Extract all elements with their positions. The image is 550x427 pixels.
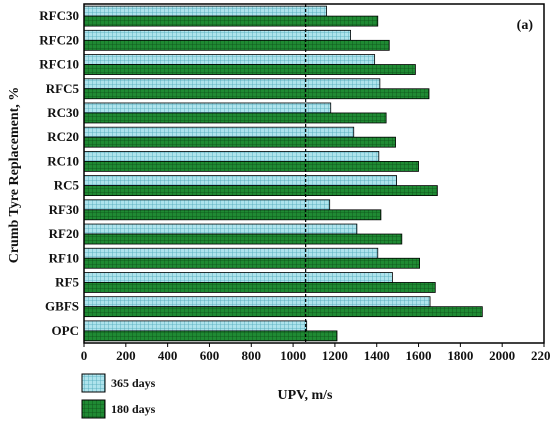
bar-365-days-RF30 (83, 199, 331, 211)
bar-365-days-RF20 (83, 223, 358, 235)
bar-365-days-GBFS (83, 296, 431, 308)
bar-365-days-RC30 (83, 102, 332, 114)
bar-180-days-RFC20 (83, 39, 390, 51)
x-axis-title: UPV, m/s (278, 388, 334, 403)
bar-365-days-RC20 (83, 126, 355, 138)
y-tick-label-RF30: RF30 (49, 202, 79, 217)
x-tick-label-800: 800 (242, 348, 262, 363)
bar-180-days-RFC5 (83, 88, 430, 100)
bar-180-days-RC20 (83, 136, 396, 148)
panel-label: (a) (517, 18, 534, 33)
bar-180-days-RF30 (83, 209, 382, 221)
x-ticks: 0 200 400 600 800 1000 1200 1400 1600 1800 2000 220… (81, 343, 550, 363)
legend-swatch-180 (81, 399, 106, 419)
plot-frame (83, 3, 545, 344)
x-tick-label-1000: 1000 (280, 348, 306, 363)
bar-365-days-RFC30 (83, 5, 327, 17)
bar-180-days-RF5 (83, 282, 436, 293)
y-tick-label-RFC30: RFC30 (39, 8, 79, 23)
bars-group (83, 5, 483, 342)
y-tick-label-RF20: RF20 (49, 226, 79, 241)
y-axis-title: Crumb Tyre Replacement, % (7, 87, 22, 264)
y-tick-label-RC5: RC5 (54, 178, 80, 193)
bar-365-days-RFC5 (83, 78, 381, 90)
bar-180-days-RFC30 (83, 15, 379, 27)
bar-365-days-RFC20 (83, 29, 351, 41)
y-tick-label-RFC10: RFC10 (39, 57, 79, 72)
bar-365-days-RC10 (83, 150, 380, 162)
x-tick-label-1200: 1200 (322, 348, 348, 363)
bar-180-days-RC5 (83, 185, 438, 197)
x-tick-label-600: 600 (200, 348, 220, 363)
bar-365-days-OPC (83, 320, 308, 332)
y-tick-label-GBFS: GBFS (45, 299, 79, 314)
x-tick-label-2200: 2200 (531, 348, 550, 363)
bar-180-days-RF20 (83, 233, 403, 245)
y-tick-label-RFC20: RFC20 (39, 32, 79, 47)
bar-180-days-RC10 (83, 160, 419, 172)
y-tick-label-OPC: OPC (52, 323, 79, 338)
y-tick-label-RF5: RF5 (55, 274, 79, 289)
bar-180-days-RFC10 (83, 64, 416, 75)
bar-365-days-RFC10 (83, 54, 376, 65)
bar-365-days-RF10 (83, 247, 379, 259)
bar-180-days-RF10 (83, 257, 420, 269)
y-tick-label-RC20: RC20 (47, 129, 79, 144)
bar-180-days-OPC (83, 330, 338, 342)
y-tick-label-RF10: RF10 (49, 250, 79, 265)
x-tick-label-1600: 1600 (406, 348, 432, 363)
bar-365-days-RC5 (83, 175, 397, 187)
bar-365-days-RF5 (83, 272, 393, 283)
bar-180-days-GBFS (83, 306, 483, 318)
y-tick-label-RFC5: RFC5 (46, 81, 80, 96)
x-tick-label-1400: 1400 (364, 348, 390, 363)
bar-180-days-RC30 (83, 112, 387, 124)
y-tick-label-RC10: RC10 (47, 153, 79, 168)
x-tick-label-200: 200 (116, 348, 136, 363)
x-tick-label-1800: 1800 (447, 348, 473, 363)
legend-swatch-365 (81, 373, 106, 393)
legend-label-365: 365 days (111, 376, 156, 390)
y-tick-label-RC30: RC30 (47, 105, 79, 120)
x-tick-label-0: 0 (81, 348, 88, 363)
x-tick-label-2000: 2000 (489, 348, 515, 363)
x-tick-label-400: 400 (158, 348, 178, 363)
legend: 365 days 180 days (81, 373, 156, 419)
y-tick-labels: RFC30 RFC20 RFC10 RFC5 RC30 RC20 RC10 RC5 RF30 RF… (39, 8, 79, 338)
legend-label-180: 180 days (111, 402, 156, 416)
